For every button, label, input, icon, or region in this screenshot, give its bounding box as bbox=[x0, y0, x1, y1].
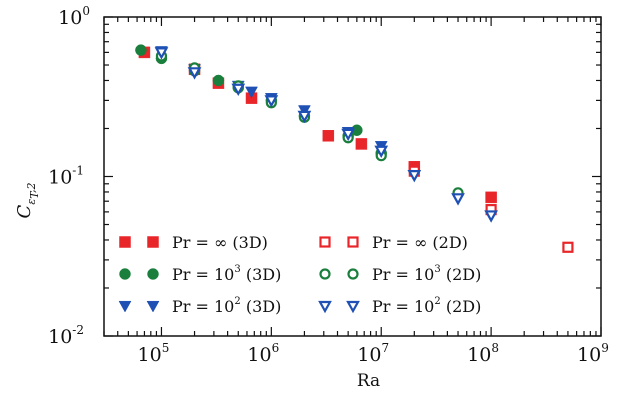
data-point-circle-filled bbox=[135, 44, 147, 56]
x-tick-label-exp: 8 bbox=[491, 341, 499, 355]
legend: Pr = ∞ (3D)Pr = 103 (3D)Pr = 102 (3D)Pr … bbox=[118, 233, 481, 316]
x-tick-label: 105 bbox=[138, 341, 170, 366]
series-5 bbox=[154, 47, 498, 223]
legend-marker-triangle-down bbox=[318, 300, 332, 314]
y-axis-label-main: C bbox=[14, 204, 35, 218]
y-tick-label-base: 10 bbox=[58, 7, 82, 29]
legend-label-suffix: (2D) bbox=[441, 297, 482, 316]
legend-entry: Pr = 103 (3D) bbox=[119, 264, 281, 284]
legend-marker-triangle-down bbox=[118, 300, 132, 313]
legend-entry: Pr = 102 (3D) bbox=[118, 296, 281, 316]
x-tick-label-exp: 9 bbox=[601, 341, 609, 355]
x-tick-label: 106 bbox=[247, 341, 279, 366]
legend-marker-circle bbox=[347, 268, 359, 280]
legend-label-text: Pr = ∞ bbox=[372, 233, 427, 252]
data-markers bbox=[135, 44, 574, 253]
legend-label-exp: 3 bbox=[434, 264, 440, 275]
legend-label-suffix: (3D) bbox=[241, 265, 282, 284]
data-point-triangle-down-open bbox=[484, 210, 498, 223]
legend-label-text: Pr = 10 bbox=[372, 297, 434, 316]
y-tick-label-base: 10 bbox=[48, 326, 72, 348]
legend-label: Pr = 102 (2D) bbox=[372, 296, 481, 316]
x-tick-label-base: 10 bbox=[467, 344, 491, 366]
data-point-triangle-down-open bbox=[341, 128, 356, 142]
data-point-square-filled bbox=[485, 191, 497, 204]
x-tick-label: 108 bbox=[467, 341, 499, 366]
data-point-triangle-down-filled bbox=[245, 86, 258, 99]
axis-ticks bbox=[103, 16, 602, 337]
legend-marker-square bbox=[347, 236, 359, 248]
y-tick-label: 100 bbox=[58, 4, 90, 29]
legend-marker-circle bbox=[147, 268, 159, 280]
legend-label-text: Pr = 10 bbox=[172, 297, 234, 316]
legend-label-suffix: (3D) bbox=[227, 233, 268, 252]
data-point-triangle-down-open bbox=[374, 145, 389, 159]
legend-entry: Pr = ∞ (2D) bbox=[319, 233, 468, 252]
x-tick-label-base: 10 bbox=[138, 344, 162, 366]
legend-marker-circle bbox=[119, 268, 131, 280]
y-tick-label-exp: 0 bbox=[82, 4, 90, 18]
data-point-triangle-down-open bbox=[231, 83, 246, 97]
legend-label-text: Pr = 10 bbox=[372, 265, 434, 284]
y-axis-label-sub3: ,2 bbox=[25, 183, 38, 194]
data-point-triangle-down-open bbox=[451, 193, 465, 206]
legend-entry: Pr = 103 (2D) bbox=[319, 264, 481, 284]
axis-labels: Ra CεT,2 bbox=[14, 183, 380, 391]
x-tick-label-base: 10 bbox=[247, 344, 271, 366]
legend-label: Pr = 102 (3D) bbox=[172, 296, 281, 316]
y-tick-label-base: 10 bbox=[48, 167, 72, 189]
data-point-triangle-down-open bbox=[264, 95, 279, 108]
data-point-circle-filled bbox=[212, 74, 225, 87]
legend-marker-triangle-down bbox=[346, 300, 360, 314]
legend-label: Pr = 103 (2D) bbox=[372, 264, 481, 284]
legend-marker-square bbox=[119, 236, 131, 248]
legend-marker-circle bbox=[319, 268, 331, 280]
legend-marker-triangle-down bbox=[146, 300, 160, 313]
x-tick-label-base: 10 bbox=[357, 344, 381, 366]
legend-entry: Pr = 102 (2D) bbox=[318, 296, 481, 316]
legend-label-exp: 3 bbox=[234, 264, 240, 275]
data-point-triangle-down-open bbox=[407, 170, 422, 183]
data-point-triangle-down-open bbox=[154, 47, 169, 60]
x-tick-label-exp: 6 bbox=[272, 341, 280, 355]
data-point-square-open bbox=[562, 241, 574, 253]
legend-marker-square bbox=[319, 236, 331, 248]
legend-marker-square bbox=[147, 236, 159, 248]
legend-label-text: Pr = ∞ bbox=[172, 233, 227, 252]
data-point-triangle-down-open bbox=[187, 67, 202, 80]
y-axis-label-sub: ε bbox=[25, 199, 38, 205]
y-tick-label-exp: -2 bbox=[72, 323, 84, 337]
y-axis-label: CεT,2 bbox=[14, 183, 41, 219]
legend-label-exp: 2 bbox=[234, 296, 240, 307]
data-point-triangle-down-open bbox=[297, 110, 312, 124]
x-tick-label-exp: 7 bbox=[382, 341, 390, 355]
legend-label: Pr = 103 (3D) bbox=[172, 264, 281, 284]
legend-label-text: Pr = 10 bbox=[172, 265, 234, 284]
legend-label-suffix: (2D) bbox=[441, 265, 482, 284]
x-tick-label-exp: 5 bbox=[162, 341, 170, 355]
legend-label-exp: 2 bbox=[434, 296, 440, 307]
legend-label-suffix: (2D) bbox=[427, 233, 468, 252]
x-tick-label: 109 bbox=[577, 341, 609, 366]
x-tick-label-base: 10 bbox=[577, 344, 601, 366]
y-tick-label: 10-1 bbox=[48, 164, 84, 189]
x-tick-label: 107 bbox=[357, 341, 389, 366]
data-point-square-filled bbox=[355, 138, 368, 150]
axes-frame bbox=[103, 16, 602, 337]
legend-label: Pr = ∞ (3D) bbox=[172, 233, 268, 252]
plot-frame bbox=[103, 16, 602, 337]
y-tick-label-exp: -1 bbox=[72, 164, 84, 178]
data-point-square-filled bbox=[322, 130, 335, 142]
legend-label-suffix: (3D) bbox=[241, 297, 282, 316]
legend-entry: Pr = ∞ (3D) bbox=[119, 233, 268, 252]
y-tick-label: 10-2 bbox=[48, 323, 84, 348]
x-axis-label: Ra bbox=[357, 371, 380, 391]
legend-label: Pr = ∞ (2D) bbox=[372, 233, 468, 252]
y-axis-label-sub2: T bbox=[28, 190, 41, 199]
